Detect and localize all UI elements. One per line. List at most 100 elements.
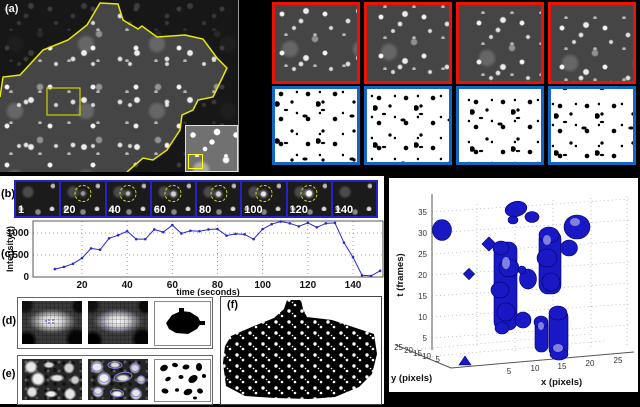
segmentation-contour-overlay [101, 310, 135, 332]
inset-roi-box [188, 154, 203, 169]
detection-circle-icon [210, 185, 228, 202]
x-tick: 20 [586, 359, 595, 368]
3d-axes: 35 30 25 20 15 10 5 25 20 15 10 5 5 10 1… [391, 194, 635, 388]
vesicles-raw-image [22, 359, 82, 400]
binary-frame [272, 86, 360, 165]
raw-frame [272, 2, 360, 84]
binary-blobs [160, 362, 206, 400]
panel-d-single-vesicle [17, 297, 213, 349]
b-frame: 120 [287, 182, 331, 216]
detection-circle-icon [300, 185, 318, 202]
panel-e-label: (e) [2, 368, 16, 380]
svg-text:1000: 1000 [7, 228, 30, 239]
svg-text:time (seconds): time (seconds) [176, 287, 240, 296]
b-frame-time-label: 60 [153, 204, 166, 216]
binary-frame [456, 86, 544, 165]
detection-circle-icon [164, 185, 182, 202]
svg-text:500: 500 [12, 250, 29, 261]
b-frame-time-label: 120 [289, 204, 308, 216]
svg-text:40: 40 [122, 280, 134, 291]
svg-text:0: 0 [23, 272, 29, 283]
vesicle-dots-pattern [223, 300, 377, 399]
b-frame: 1 [16, 182, 60, 216]
raw-frames-row [272, 2, 638, 84]
b-frame-time-label: 80 [199, 204, 212, 216]
svg-text:20: 20 [76, 280, 88, 291]
b-frame-time-label: 20 [63, 204, 76, 216]
axis-lines [395, 194, 635, 369]
y-axis-label: y (pixels) [391, 373, 432, 384]
x-axis-ticks: 5 10 15 20 25 [507, 356, 623, 376]
b-frame-time-label: 40 [108, 204, 121, 216]
raw-frame [548, 2, 636, 84]
y-tick: 5 [436, 355, 441, 364]
3d-vesicle-tracks-plot: 35 30 25 20 15 10 5 25 20 15 10 5 5 10 1… [389, 178, 638, 392]
svg-text:140: 140 [345, 280, 362, 291]
panel-a-label: (a) [5, 3, 19, 15]
y-axis-ticks: 25 20 15 10 5 [394, 343, 440, 364]
t-tick: 5 [423, 334, 428, 343]
svg-text:100: 100 [254, 280, 271, 291]
y-tick: 10 [422, 352, 431, 361]
analysis-panels-area: (b) 1 20 40 60 80 100 [0, 176, 384, 405]
b-frame: 80 [197, 182, 241, 216]
b-frame-time-label: 100 [244, 204, 263, 216]
raw-frame [364, 2, 452, 84]
binary-frame [364, 86, 452, 165]
detection-circle-icon [74, 185, 92, 202]
detection-circle-icon [119, 185, 137, 202]
cell-mask-image [223, 300, 377, 399]
t-tick: 15 [418, 292, 427, 301]
x-tick: 10 [531, 364, 540, 373]
vesicle-spot [80, 191, 86, 196]
t-tick: 10 [418, 313, 427, 322]
vesicle-spot [260, 190, 267, 197]
b-frame-time-label: 1 [18, 204, 25, 216]
panel-b-time-series: 1 20 40 60 80 100 [14, 180, 378, 218]
binary-blob [166, 308, 205, 334]
cell-boundary-outline [0, 2, 228, 172]
t-axis-label: t (frames) [395, 253, 406, 296]
raw-frame [456, 2, 544, 84]
vesicle-segmented-image [88, 301, 148, 344]
t-tick: 25 [418, 250, 427, 259]
b-frame: 20 [61, 182, 105, 216]
panel-a-fluorescence-image: (a) [0, 0, 239, 172]
panel-d-label: (d) [2, 315, 17, 327]
segmentation-contours-overlay [91, 361, 145, 398]
t-axis-ticks: 35 30 25 20 15 10 5 [418, 208, 427, 343]
y-tick: 15 [413, 349, 422, 358]
binary-frame [548, 86, 636, 165]
vesicles-segmented-image [88, 359, 148, 400]
panel-f-cell-binary-mask: (f) [220, 296, 382, 405]
vesicle-spot [125, 191, 131, 196]
b-frame-time-label: 140 [334, 204, 354, 216]
panel-a-inset-zoom [185, 125, 238, 172]
x-axis-label: x (pixels) [541, 377, 582, 388]
panel-a-overlay [0, 0, 238, 172]
svg-text:Intensity(t): Intensity(t) [5, 226, 15, 272]
vesicle-spot [170, 190, 177, 197]
svg-text:120: 120 [299, 280, 316, 291]
blob-highlights [502, 218, 580, 352]
panel-b-label: (b) [1, 188, 16, 200]
b-frame: 60 [151, 182, 195, 216]
panel-f-label: (f) [227, 299, 238, 311]
isosurface-blobs [432, 200, 591, 366]
panel-c-label: (c) [1, 248, 15, 260]
seed-points-overlay [45, 319, 54, 324]
x-tick: 25 [614, 356, 623, 365]
t-tick: 30 [418, 229, 427, 238]
t-tick: 20 [418, 271, 427, 280]
panel-e-multi-vesicle [17, 355, 213, 405]
vesicles-binary-mask [154, 359, 211, 402]
y-tick: 25 [394, 343, 403, 352]
roi-rectangle [46, 87, 81, 116]
vesicle-spot [305, 190, 313, 197]
b-frame: 40 [106, 182, 150, 216]
detection-circle-icon [255, 185, 273, 202]
vesicle-spot [215, 190, 222, 197]
t-tick: 35 [418, 208, 427, 217]
